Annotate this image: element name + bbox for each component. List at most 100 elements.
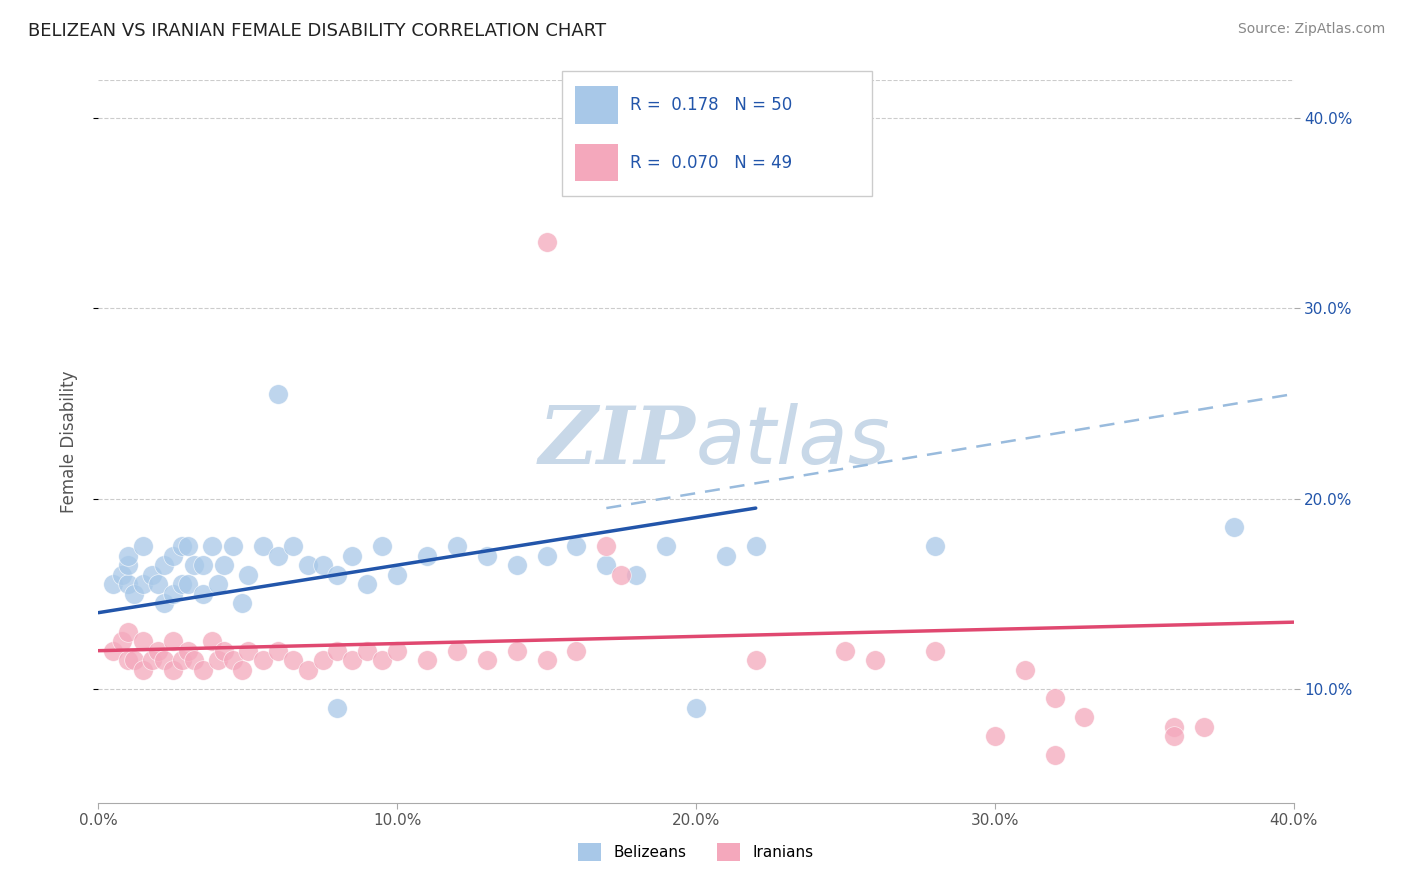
Point: [356, 643, 378, 657]
Point: [103, 643, 125, 657]
Y-axis label: Female Disability: Female Disability: [59, 370, 77, 513]
Point: [231, 596, 253, 610]
Text: atlas: atlas: [696, 402, 891, 481]
Point: [506, 558, 529, 573]
Point: [834, 643, 856, 657]
Point: [132, 577, 155, 591]
Text: R =  0.178   N = 50: R = 0.178 N = 50: [630, 96, 793, 114]
Point: [565, 539, 588, 553]
Point: [342, 653, 364, 667]
Text: ZIP: ZIP: [538, 403, 696, 480]
Point: [371, 653, 394, 667]
Point: [252, 539, 274, 553]
Point: [117, 549, 139, 563]
Point: [610, 567, 633, 582]
Point: [153, 653, 176, 667]
Point: [297, 663, 319, 677]
Point: [117, 653, 139, 667]
Point: [281, 539, 304, 553]
Point: [177, 643, 200, 657]
Point: [132, 663, 155, 677]
Point: [536, 549, 558, 563]
Point: [132, 634, 155, 648]
Point: [536, 235, 558, 249]
Point: [924, 643, 946, 657]
Point: [416, 653, 439, 667]
Point: [207, 577, 229, 591]
Point: [231, 663, 253, 677]
Point: [201, 539, 224, 553]
Point: [475, 653, 498, 667]
Point: [1043, 748, 1066, 763]
Point: [201, 634, 224, 648]
Point: [326, 643, 349, 657]
Point: [342, 549, 364, 563]
Point: [311, 653, 333, 667]
Point: [1163, 720, 1185, 734]
Point: [506, 643, 529, 657]
FancyBboxPatch shape: [562, 71, 872, 196]
Point: [124, 587, 146, 601]
Text: Source: ZipAtlas.com: Source: ZipAtlas.com: [1237, 22, 1385, 37]
Point: [446, 539, 468, 553]
Point: [267, 549, 290, 563]
Point: [626, 567, 648, 582]
Point: [124, 653, 146, 667]
Point: [162, 587, 184, 601]
Point: [172, 577, 194, 591]
Point: [117, 577, 139, 591]
Point: [141, 567, 163, 582]
Point: [191, 663, 214, 677]
Point: [111, 567, 134, 582]
Point: [162, 663, 184, 677]
Text: R =  0.070   N = 49: R = 0.070 N = 49: [630, 153, 793, 171]
Point: [132, 539, 155, 553]
Point: [595, 539, 617, 553]
Point: [356, 577, 378, 591]
Point: [177, 539, 200, 553]
Point: [595, 558, 617, 573]
Point: [103, 577, 125, 591]
Point: [311, 558, 333, 573]
Point: [117, 624, 139, 639]
Point: [162, 634, 184, 648]
Point: [984, 729, 1007, 743]
Point: [153, 558, 176, 573]
Point: [371, 539, 394, 553]
Point: [385, 643, 409, 657]
Point: [236, 567, 259, 582]
Legend: Belizeans, Iranians: Belizeans, Iranians: [572, 837, 820, 867]
Point: [685, 700, 707, 714]
Point: [745, 539, 768, 553]
Point: [1014, 663, 1036, 677]
Point: [446, 643, 468, 657]
Point: [385, 567, 409, 582]
Point: [111, 634, 134, 648]
Point: [212, 558, 235, 573]
Text: BELIZEAN VS IRANIAN FEMALE DISABILITY CORRELATION CHART: BELIZEAN VS IRANIAN FEMALE DISABILITY CO…: [28, 22, 606, 40]
Point: [162, 549, 184, 563]
Point: [326, 700, 349, 714]
Point: [267, 643, 290, 657]
Point: [281, 653, 304, 667]
Bar: [575, 144, 619, 181]
Point: [1073, 710, 1095, 724]
Point: [236, 643, 259, 657]
Point: [326, 567, 349, 582]
Point: [865, 653, 887, 667]
Point: [416, 549, 439, 563]
Point: [297, 558, 319, 573]
Point: [267, 387, 290, 401]
Bar: [575, 87, 619, 124]
Point: [475, 549, 498, 563]
Point: [148, 643, 170, 657]
Point: [1043, 691, 1066, 706]
Point: [1163, 729, 1185, 743]
Point: [536, 653, 558, 667]
Point: [714, 549, 737, 563]
Point: [183, 558, 205, 573]
Point: [655, 539, 678, 553]
Point: [148, 577, 170, 591]
Point: [172, 539, 194, 553]
Point: [222, 653, 245, 667]
